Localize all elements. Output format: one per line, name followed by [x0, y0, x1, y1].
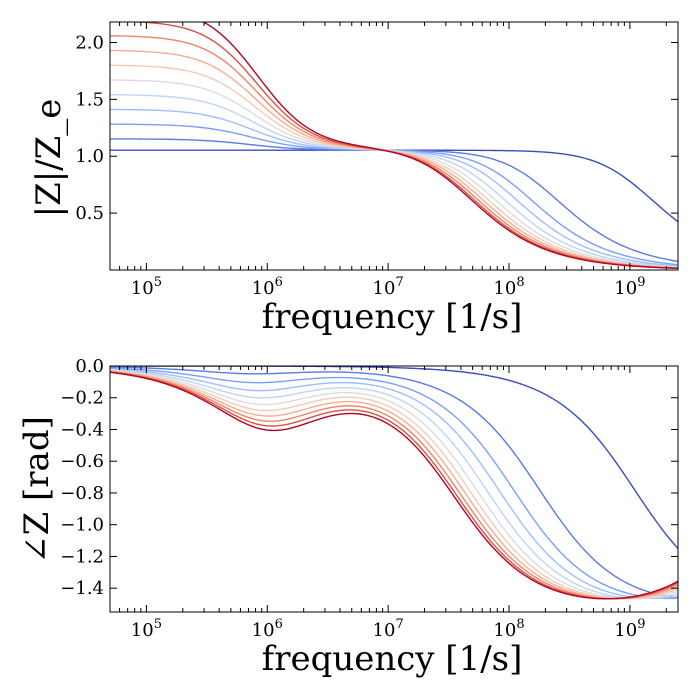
magnitude-ytick-label-0: 0.5 [75, 203, 104, 224]
phase-ytick-label-4: −0.8 [60, 483, 104, 504]
magnitude-x-axis-label: frequency [1/s] [262, 297, 523, 337]
magnitude-xtick-label-base: 10 [131, 278, 154, 299]
phase-xtick-label-4: 109 [614, 617, 645, 641]
magnitude-xtick-label-exponent: 8 [516, 275, 524, 290]
phase-xtick-label-base: 10 [614, 620, 637, 641]
magnitude-curve-10 [201, 22, 678, 269]
phase-xtick-label-exponent: 7 [395, 617, 403, 632]
phase-xtick-label-base: 10 [252, 620, 275, 641]
phase-curve-2 [110, 367, 678, 600]
phase-curve-6 [110, 370, 678, 600]
magnitude-curve-1 [110, 138, 678, 263]
magnitude-xtick-label-base: 10 [373, 278, 396, 299]
phase-panel: 105 106 107 108 109 0.0−0.2−0.4−0.6−0.8−1.0−… [17, 356, 679, 679]
magnitude-curve-5 [110, 79, 678, 269]
phase-curve-8 [110, 370, 678, 600]
magnitude-ytick-label-2: 1.5 [75, 89, 104, 110]
magnitude-curve-9 [122, 22, 678, 269]
phase-xtick-label-base: 10 [493, 620, 516, 641]
phase-curves [110, 366, 678, 600]
phase-ytick-label-5: −1.0 [60, 515, 104, 536]
magnitude-xtick-label-exponent: 9 [637, 275, 645, 290]
phase-ytick-label-0: 0.0 [75, 356, 104, 377]
phase-ytick-label-1: −0.2 [60, 388, 104, 409]
phase-y-axis-label: ∠Z [rad] [17, 416, 57, 564]
phase-xtick-label-exponent: 8 [516, 617, 524, 632]
magnitude-ytick-label-3: 2.0 [75, 32, 104, 53]
phase-xtick-label-exponent: 6 [275, 617, 283, 632]
phase-curve-4 [110, 368, 678, 600]
phase-xtick-label-exponent: 9 [637, 617, 645, 632]
magnitude-x-tick-labels: 105 106 107 108 109 [131, 275, 646, 299]
magnitude-axes-frame [109, 21, 679, 271]
phase-curve-9 [110, 371, 678, 600]
phase-xtick-label-base: 10 [131, 620, 154, 641]
magnitude-curve-4 [110, 94, 678, 268]
magnitude-xtick-label-base: 10 [493, 278, 516, 299]
phase-ytick-label-7: −1.4 [60, 578, 104, 599]
magnitude-curves [110, 22, 678, 269]
phase-curve-5 [110, 369, 678, 600]
magnitude-curve-3 [110, 108, 678, 267]
magnitude-xtick-label-4: 109 [614, 275, 645, 299]
magnitude-xtick-label-2: 107 [373, 275, 404, 299]
magnitude-xtick-label-1: 106 [252, 275, 283, 299]
phase-xtick-label-1: 106 [252, 617, 283, 641]
phase-ytick-label-2: −0.4 [60, 419, 104, 440]
magnitude-xtick-label-exponent: 6 [275, 275, 283, 290]
phase-xtick-label-exponent: 5 [154, 617, 162, 632]
magnitude-curve-7 [110, 49, 678, 269]
phase-curve-7 [110, 370, 678, 600]
phase-xtick-label-0: 105 [131, 617, 162, 641]
magnitude-curve-2 [110, 123, 678, 266]
phase-curve-10 [110, 371, 678, 600]
magnitude-y-axis-label: |Z|/Z_e [29, 99, 69, 218]
magnitude-curve-6 [110, 64, 678, 269]
magnitude-y-tick-labels: 0.5 1.0 1.5 2.0 [75, 32, 104, 224]
phase-ticks [109, 365, 678, 612]
magnitude-ticks [109, 22, 678, 270]
phase-x-tick-labels: 105 106 107 108 109 [131, 617, 646, 641]
magnitude-xtick-label-exponent: 7 [395, 275, 403, 290]
magnitude-curve-0 [110, 149, 678, 223]
phase-ytick-label-6: −1.2 [60, 546, 104, 567]
phase-y-tick-labels: 0.0 −0.2 −0.4 −0.6 −0.8 −1.0 −1.2 −1.4 [60, 356, 104, 599]
phase-xtick-label-base: 10 [373, 620, 396, 641]
magnitude-panel: 105 106 107 108 109 0.51.01.52.0 frequency [… [29, 21, 679, 337]
magnitude-xtick-label-exponent: 5 [154, 275, 162, 290]
magnitude-ytick-label-1: 1.0 [75, 146, 104, 167]
phase-xtick-label-3: 108 [493, 617, 524, 641]
phase-ytick-label-3: −0.6 [60, 451, 104, 472]
magnitude-xtick-label-3: 108 [493, 275, 524, 299]
magnitude-xtick-label-base: 10 [614, 278, 637, 299]
phase-curve-1 [110, 366, 678, 599]
phase-xtick-label-2: 107 [373, 617, 404, 641]
phase-x-axis-label: frequency [1/s] [262, 639, 523, 679]
phase-axes-frame [109, 365, 679, 613]
magnitude-xtick-label-0: 105 [131, 275, 162, 299]
phase-curve-3 [110, 368, 678, 600]
magnitude-xtick-label-base: 10 [252, 278, 275, 299]
